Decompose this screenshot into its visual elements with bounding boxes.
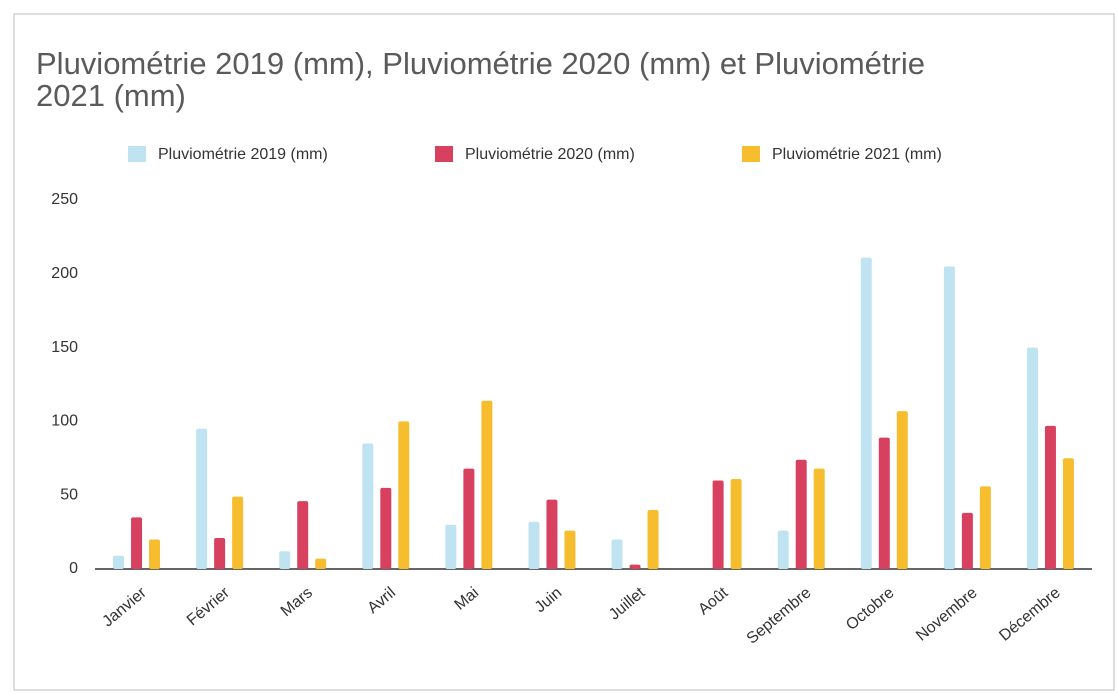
x-tick-label: Juin: [532, 584, 565, 616]
chart-title: Pluviométrie 2019 (mm), Pluviométrie 202…: [36, 46, 925, 113]
bar: [1062, 458, 1074, 569]
x-tick-label: Novembre: [913, 584, 981, 645]
bar: [463, 468, 475, 569]
bar: [896, 411, 908, 569]
bar: [611, 539, 623, 569]
x-tick-label: Janvier: [99, 584, 150, 631]
bar: [629, 564, 641, 569]
bar: [315, 558, 327, 569]
x-tick-label: Avril: [365, 584, 400, 617]
x-tick-label: Septembre: [744, 584, 815, 647]
bar: [445, 524, 457, 569]
bar: [943, 266, 955, 569]
bar: [730, 478, 742, 569]
bar: [979, 486, 991, 569]
bar: [362, 443, 374, 569]
bar: [113, 555, 125, 569]
bar: [149, 539, 161, 569]
bar: [481, 400, 493, 569]
bar: [878, 437, 890, 569]
legend-swatch: [128, 146, 146, 162]
y-tick-label: 50: [60, 486, 78, 503]
bar: [961, 512, 973, 569]
bar: [528, 521, 540, 569]
frame: [13, 13, 1115, 691]
legend-label: Pluviométrie 2020 (mm): [465, 146, 635, 163]
bar: [214, 538, 226, 569]
bar: [380, 487, 392, 569]
bar: [860, 257, 872, 569]
bar: [398, 421, 410, 569]
bar: [647, 509, 659, 569]
bar: [712, 480, 724, 569]
legend-swatch: [742, 146, 760, 162]
y-tick-label: 150: [51, 339, 78, 356]
bar: [795, 459, 807, 569]
legend-label: Pluviométrie 2021 (mm): [772, 146, 942, 163]
x-tick-label: Février: [184, 584, 234, 629]
x-tick-label: Mars: [278, 584, 316, 620]
bar: [813, 468, 825, 569]
bar: [564, 530, 576, 569]
y-tick-label: 250: [51, 191, 78, 208]
x-tick-label: Mai: [451, 584, 482, 614]
x-tick-label: Août: [695, 584, 732, 619]
x-tick-label: Décembre: [996, 584, 1064, 645]
bar: [131, 517, 143, 569]
legend-label: Pluviométrie 2019 (mm): [158, 146, 328, 163]
y-tick-label: 0: [69, 560, 78, 577]
bar: [297, 501, 309, 569]
x-tick-label: Juillet: [606, 584, 649, 624]
bar: [777, 530, 789, 569]
y-tick-label: 100: [51, 413, 78, 430]
bar: [546, 499, 558, 569]
bar: [232, 496, 244, 569]
legend-swatch: [435, 146, 453, 162]
bar: [1044, 425, 1056, 569]
bar: [1026, 347, 1038, 569]
bar: [196, 428, 208, 569]
bar: [279, 551, 291, 569]
y-tick-label: 200: [51, 265, 78, 282]
x-tick-label: Octobre: [843, 584, 898, 634]
